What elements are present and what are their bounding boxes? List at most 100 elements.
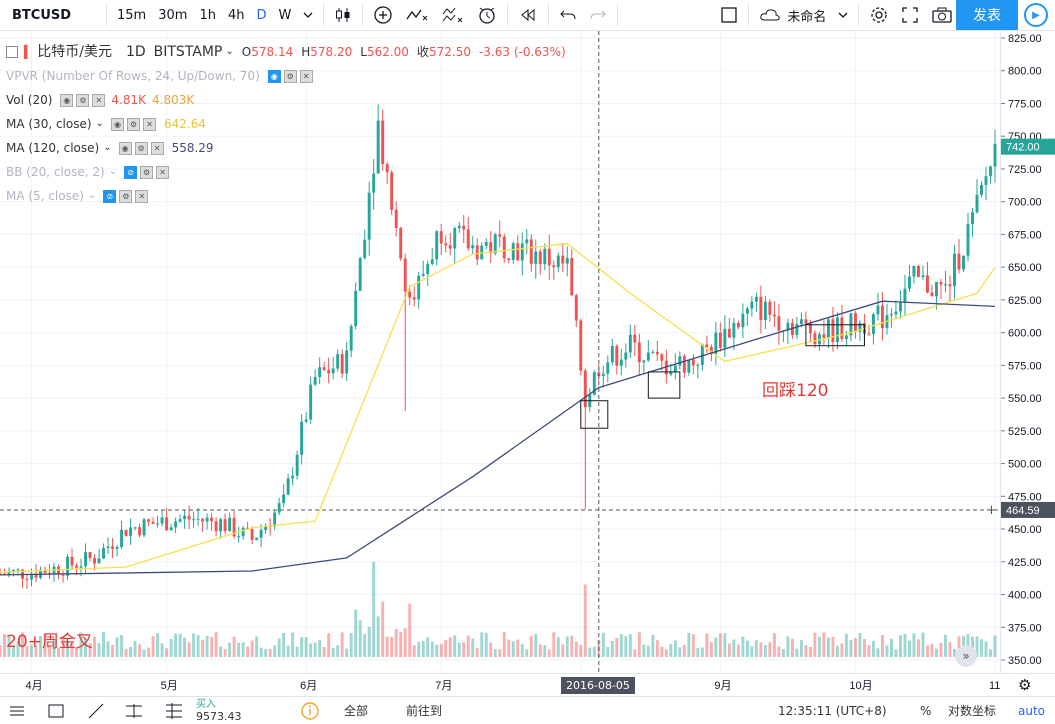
- volume-bar: [561, 644, 565, 657]
- price-chart[interactable]: +: [0, 31, 1000, 673]
- volume-bar: [718, 633, 722, 657]
- time-axis[interactable]: 4月5月6月7月8月9月10月11月 2016-08-05 ⚙: [0, 673, 1055, 696]
- close-icon[interactable]: ✕: [142, 117, 156, 131]
- chevron-down-icon[interactable]: [297, 0, 319, 30]
- clock-time[interactable]: 12:35:11 (UTC+8): [778, 703, 887, 718]
- percent-toggle[interactable]: %: [920, 703, 932, 718]
- volume-bar: [579, 645, 583, 657]
- scroll-right-button[interactable]: »: [955, 645, 977, 667]
- close-icon[interactable]: ✕: [135, 189, 149, 203]
- gear-icon[interactable]: ⚙: [1018, 676, 1032, 694]
- candle-body: [484, 242, 488, 246]
- undo-icon[interactable]: [553, 0, 583, 30]
- add-indicator-icon[interactable]: [367, 0, 399, 30]
- candles-icon[interactable]: [328, 0, 358, 30]
- redo-icon[interactable]: [583, 0, 613, 30]
- chevron-down-icon[interactable]: ⌄: [108, 166, 118, 177]
- eye-hidden-icon[interactable]: ⊘: [124, 165, 138, 179]
- pitchfork-tool-icon[interactable]: [124, 697, 144, 724]
- eye-hidden-icon[interactable]: ⊘: [103, 189, 117, 203]
- annotation-box: [647, 371, 681, 399]
- volume-bar: [817, 636, 821, 657]
- buy-panel[interactable]: 买入 9573.43: [196, 697, 242, 724]
- volume-bar: [507, 639, 511, 657]
- chevron-down-icon[interactable]: ⌄: [103, 142, 112, 153]
- volume-bar: [763, 645, 767, 657]
- replay-icon[interactable]: [512, 0, 544, 30]
- log-scale-toggle[interactable]: 对数坐标: [948, 704, 997, 718]
- fib-tool-icon[interactable]: [164, 697, 184, 724]
- legend-indicator-bb[interactable]: BB (20, close, 2) ⌄ ⊘ ⚙ ✕: [6, 160, 566, 184]
- volume-bar: [66, 640, 69, 657]
- volume-bar: [907, 640, 911, 657]
- gear-icon[interactable]: ⚙: [126, 117, 140, 131]
- fullscreen-icon[interactable]: [895, 0, 925, 30]
- price-axis[interactable]: 350.00 375.00 400.00 425.00 450.00 475.00 500.…: [1000, 31, 1055, 673]
- candle-body: [547, 248, 551, 266]
- chevron-down-icon[interactable]: ⌄: [95, 118, 104, 129]
- gear-icon[interactable]: ⚙: [134, 141, 148, 155]
- chevron-down-icon[interactable]: [832, 0, 854, 30]
- gear-icon[interactable]: ⚙: [76, 93, 90, 107]
- chart-pane[interactable]: +: [0, 31, 1000, 673]
- volume-bar: [813, 632, 817, 657]
- cloud-icon[interactable]: [753, 0, 787, 30]
- legend-indicator-ma120[interactable]: MA (120, close) ⌄ ◉ ⚙ ✕ 558.29: [6, 136, 566, 160]
- volume-bar: [822, 632, 826, 657]
- volume-bar: [948, 642, 952, 657]
- play-icon[interactable]: ▶: [1024, 3, 1048, 27]
- gear-icon[interactable]: ⚙: [119, 189, 133, 203]
- eye-icon[interactable]: ◉: [110, 117, 124, 131]
- legend-indicator-vol[interactable]: Vol (20) ◉ ⚙ ✕ 4.81K 4.803K: [6, 88, 566, 112]
- camera-icon[interactable]: [925, 0, 959, 30]
- indicators-icon[interactable]: [399, 0, 435, 30]
- volume-bar: [196, 634, 200, 657]
- eye-icon[interactable]: ◉: [118, 141, 132, 155]
- collapse-icon[interactable]: [6, 46, 18, 58]
- volume-bar: [777, 646, 781, 657]
- legend-indicator-ma5[interactable]: MA (5, close) ⌄ ⊘ ⚙ ✕: [6, 184, 566, 208]
- symbol-search[interactable]: BTCUSD: [12, 7, 72, 23]
- chevron-down-icon[interactable]: ⌄: [225, 46, 234, 57]
- info-icon[interactable]: [300, 697, 320, 724]
- interval-15m[interactable]: 15m: [117, 7, 147, 23]
- close-icon[interactable]: ✕: [92, 93, 106, 107]
- alert-icon[interactable]: [471, 0, 503, 30]
- gear-icon[interactable]: ⚙: [283, 69, 297, 83]
- volume-bar: [552, 632, 556, 657]
- chevron-down-icon[interactable]: ⌄: [87, 190, 97, 201]
- close-icon[interactable]: ✕: [299, 69, 313, 83]
- candle-body: [178, 519, 182, 522]
- menu-icon[interactable]: [8, 697, 26, 724]
- fullscreen-layout-icon[interactable]: [714, 0, 744, 30]
- legend-indicator-vpvr[interactable]: VPVR (Number Of Rows, 24, Up/Down, 70) ◉…: [6, 64, 566, 88]
- volume-bar: [534, 633, 538, 657]
- volume-bar: [237, 642, 241, 657]
- interval-w[interactable]: W: [278, 7, 292, 23]
- templates-icon[interactable]: [435, 0, 471, 30]
- goto-date-button[interactable]: 前往到: [406, 704, 443, 718]
- volume-bar: [205, 635, 209, 657]
- publish-button[interactable]: 发表: [956, 0, 1018, 30]
- interval-4h[interactable]: 4h: [227, 7, 245, 23]
- layout-name[interactable]: 未命名: [787, 9, 827, 25]
- candle-body: [160, 517, 164, 524]
- range-all[interactable]: 全部: [344, 704, 369, 718]
- trendline-tool-icon[interactable]: [86, 697, 106, 724]
- volume-bar: [493, 649, 497, 657]
- interval-30m[interactable]: 30m: [158, 7, 188, 23]
- interval-d[interactable]: D: [256, 7, 267, 23]
- close-icon[interactable]: ✕: [150, 141, 164, 155]
- rectangle-tool-icon[interactable]: [46, 697, 66, 724]
- interval-1h[interactable]: 1h: [199, 7, 216, 23]
- close-icon[interactable]: ✕: [156, 165, 170, 179]
- candle-body: [223, 519, 227, 532]
- gear-icon[interactable]: ⚙: [140, 165, 154, 179]
- gear-icon[interactable]: [863, 0, 895, 30]
- volume-bar: [97, 643, 101, 657]
- candle-body: [953, 253, 956, 287]
- eye-icon[interactable]: ◉: [267, 69, 281, 83]
- legend-indicator-ma30[interactable]: MA (30, close) ⌄ ◉ ⚙ ✕ 642.64: [6, 112, 566, 136]
- auto-scale-toggle[interactable]: auto: [1018, 703, 1046, 718]
- eye-icon[interactable]: ◉: [60, 93, 74, 107]
